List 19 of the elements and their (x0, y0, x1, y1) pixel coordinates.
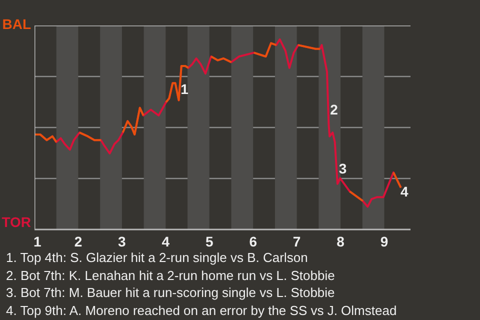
text: BAL (2, 16, 31, 32)
annotation: 4 (400, 183, 408, 200)
x-tick-label: 5 (205, 234, 214, 250)
x-tick-label: 2 (74, 234, 82, 250)
annotation: 1 (180, 80, 189, 97)
text: TOR (2, 214, 31, 230)
annotation: 2 (330, 102, 338, 118)
text: 1. Top 4th: S. Glazier hit a 2-run single vs B. Carlson (6, 249, 309, 266)
text: 2. Bot 7th: K. Lenahan hit a 2-run home run vs L. Stobbie (6, 266, 336, 284)
text: 3. Bot 7th: M. Bauer hit a run-scoring single vs L. Stobbie (6, 284, 336, 302)
x-tick-label: 4 (162, 234, 170, 250)
x-tick-label: 1 (34, 234, 42, 250)
x-tick-label: 6 (249, 234, 258, 250)
x-tick-label: 9 (380, 234, 388, 250)
annotation: 3 (338, 160, 347, 177)
text: 4. Top 9th: A. Moreno reached on an error by the SS vs J. Olmstead (6, 302, 397, 319)
x-tick-label: 3 (118, 234, 126, 250)
x-tick-label: 8 (336, 234, 345, 250)
x-tick-label: 7 (292, 234, 301, 250)
